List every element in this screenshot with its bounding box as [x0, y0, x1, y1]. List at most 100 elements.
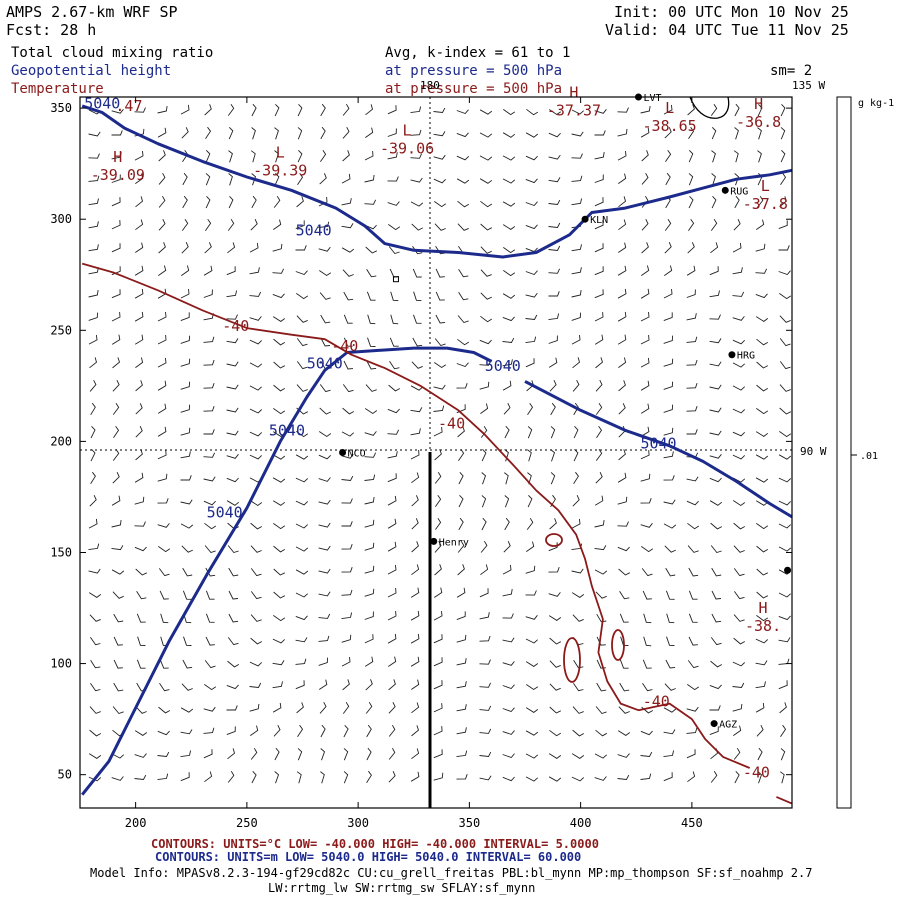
- wind-barb: [320, 724, 326, 738]
- wind-barb: [433, 154, 446, 160]
- wind-barb: [641, 265, 650, 276]
- wind-barb: [709, 684, 722, 690]
- wind-barb: [160, 613, 169, 624]
- wind-barb: [249, 362, 263, 368]
- wind-barb: [134, 334, 144, 345]
- x-tick-label: 350: [459, 816, 481, 830]
- wind-barb: [205, 149, 211, 163]
- wind-barb: [203, 749, 213, 759]
- wind-barb: [158, 242, 166, 254]
- wind-barb: [181, 683, 193, 691]
- wind-barb: [732, 339, 746, 345]
- extremum-value: -39.06: [380, 139, 434, 157]
- wind-barb: [709, 430, 722, 436]
- extremum-letter: L: [403, 121, 412, 139]
- wind-barb: [526, 541, 535, 552]
- wind-barb: [273, 195, 281, 208]
- wind-barb: [527, 402, 534, 415]
- wind-barb: [594, 753, 607, 759]
- wind-barb: [434, 201, 447, 208]
- wind-barb: [640, 106, 651, 114]
- wind-barb: [502, 776, 515, 782]
- wind-barb: [779, 293, 792, 300]
- wind-barb: [272, 638, 286, 644]
- wind-barb: [388, 656, 397, 667]
- wind-barb: [686, 405, 698, 412]
- wind-barb: [663, 288, 673, 299]
- wind-barb: [549, 380, 557, 392]
- wind-barb: [481, 517, 487, 531]
- wind-barb: [249, 408, 263, 414]
- wind-barb: [596, 636, 606, 646]
- wind-barb: [732, 267, 743, 275]
- wind-barb: [318, 246, 331, 252]
- wind-barb: [640, 498, 652, 504]
- wind-barb: [274, 771, 280, 784]
- wind-barb: [113, 659, 123, 669]
- wind-barb: [272, 500, 286, 506]
- wind-barb: [456, 362, 469, 368]
- wind-barb: [364, 588, 375, 597]
- wind-barb: [456, 750, 468, 758]
- avg-k-index: Avg, k-index = 61 to 1: [385, 45, 570, 61]
- wind-barb: [779, 771, 785, 784]
- wind-barb: [318, 477, 331, 482]
- wind-barb: [640, 403, 650, 414]
- extremum-value: -37.8: [743, 195, 788, 213]
- wind-barb: [318, 221, 330, 228]
- wind-barb: [181, 127, 189, 139]
- temperature-contour-label: -40: [438, 415, 465, 433]
- wind-barb: [388, 771, 396, 783]
- wind-barb: [755, 268, 768, 274]
- wind-barb: [387, 451, 398, 459]
- wind-barb: [594, 545, 607, 551]
- wind-barb: [435, 517, 442, 530]
- wind-barb: [272, 316, 286, 322]
- wind-barb: [341, 544, 353, 550]
- wind-barb: [663, 381, 674, 390]
- wind-barb: [249, 291, 262, 297]
- height-contour-label: 5040: [307, 355, 343, 373]
- wind-barb: [90, 402, 96, 416]
- wind-barb: [642, 590, 652, 600]
- wind-barb: [295, 546, 309, 552]
- wind-barb: [180, 404, 191, 413]
- wind-barb: [640, 473, 651, 482]
- wind-barb: [182, 590, 192, 600]
- wind-barb: [778, 500, 792, 506]
- wind-barb: [480, 223, 493, 231]
- wind-barb: [203, 289, 213, 298]
- temperature-contour-label: -40: [222, 317, 249, 335]
- wind-barb: [617, 288, 627, 299]
- wind-barb: [779, 431, 792, 438]
- wind-barb: [594, 569, 608, 575]
- wind-barb: [571, 175, 583, 182]
- wind-barb: [410, 153, 423, 159]
- wind-barb: [755, 454, 769, 460]
- wind-barb: [709, 314, 721, 320]
- wind-barb: [180, 335, 191, 344]
- wind-barb: [180, 750, 192, 758]
- wind-barb: [525, 132, 539, 138]
- wind-barb: [709, 338, 722, 344]
- wind-barb: [135, 706, 147, 714]
- wind-barb: [433, 680, 443, 690]
- wind-barb: [756, 219, 765, 230]
- wind-barb: [205, 126, 212, 140]
- wind-barb: [410, 385, 424, 391]
- wind-barb: [756, 591, 769, 599]
- height-contour-label: 5040: [84, 95, 120, 113]
- wind-barb: [732, 291, 745, 297]
- wind-barb: [365, 384, 377, 392]
- wind-barb: [711, 567, 722, 577]
- wind-barb: [663, 104, 673, 115]
- wind-barb: [665, 172, 671, 186]
- wind-barb: [571, 131, 584, 137]
- wind-barb: [755, 638, 769, 644]
- wind-barb: [617, 107, 629, 113]
- wind-barb: [157, 751, 170, 757]
- wind-barb: [525, 661, 539, 667]
- wind-barb: [203, 452, 216, 458]
- wind-barb: [618, 706, 630, 714]
